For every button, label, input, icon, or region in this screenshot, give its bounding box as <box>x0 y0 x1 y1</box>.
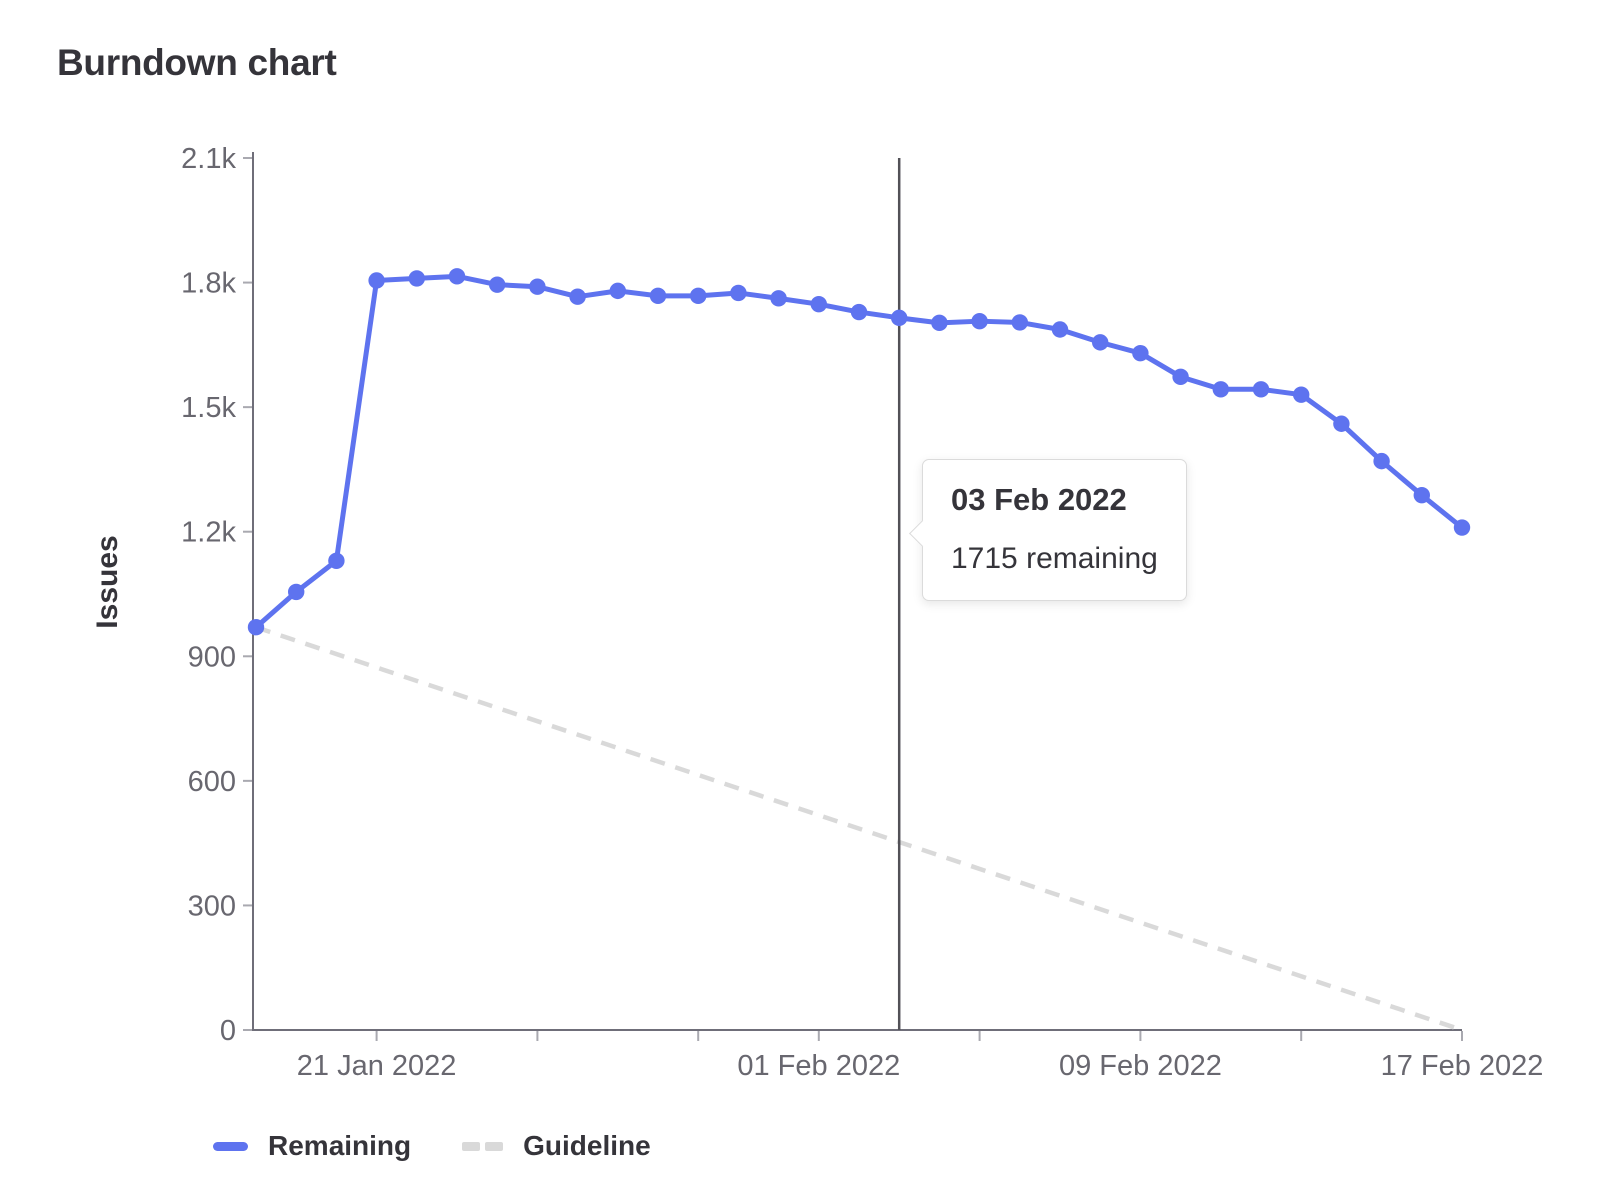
guideline-line <box>255 625 1463 1033</box>
y-axis-tick-label: 2.1k <box>181 143 236 175</box>
remaining-point[interactable] <box>1333 415 1350 432</box>
remaining-point[interactable] <box>971 312 988 330</box>
remaining-point[interactable] <box>1252 381 1270 398</box>
guideline-dash-swatch-icon <box>462 1141 504 1151</box>
remaining-point[interactable] <box>1212 381 1230 398</box>
y-axis-tick-label: 1.5k <box>181 392 236 424</box>
x-axis-tick-label: 01 Feb 2022 <box>737 1050 900 1082</box>
legend-label-guideline: Guideline <box>523 1130 651 1161</box>
remaining-point[interactable] <box>1011 314 1028 331</box>
remaining-point[interactable] <box>247 619 265 636</box>
y-axis-tick-label: 300 <box>188 890 236 922</box>
remaining-point[interactable] <box>368 272 385 289</box>
remaining-point[interactable] <box>850 303 868 321</box>
remaining-point[interactable] <box>891 309 908 327</box>
y-axis-tick-label: 0 <box>220 1015 236 1047</box>
y-axis-tick-label: 600 <box>188 766 236 798</box>
tooltip-date: 03 Feb 2022 <box>951 482 1127 517</box>
remaining-point[interactable] <box>529 278 546 295</box>
legend-item-remaining[interactable]: Remaining <box>213 1127 411 1165</box>
remaining-point[interactable] <box>1172 368 1189 386</box>
remaining-point[interactable] <box>1051 321 1069 338</box>
tooltip-value: 1715 remaining <box>951 542 1158 575</box>
chart-legend: Remaining Guideline <box>213 1127 651 1165</box>
remaining-point[interactable] <box>1293 386 1310 403</box>
x-axis-tick-label: 17 Feb 2022 <box>1381 1050 1544 1082</box>
y-axis-tick-label: 900 <box>188 641 236 673</box>
remaining-point[interactable] <box>690 287 707 305</box>
remaining-point[interactable] <box>408 270 425 287</box>
page-title: Burndown chart <box>57 42 337 83</box>
remaining-point[interactable] <box>448 268 466 285</box>
y-axis-title: Issues <box>91 535 124 629</box>
remaining-point[interactable] <box>1413 486 1431 504</box>
x-axis-tick-label: 21 Jan 2022 <box>297 1050 457 1082</box>
chart-tooltip: 03 Feb 2022 1715 remaining <box>909 459 1187 601</box>
remaining-point[interactable] <box>1092 334 1109 351</box>
remaining-point[interactable] <box>328 552 345 569</box>
remaining-point[interactable] <box>1373 452 1390 470</box>
remaining-line <box>253 273 1465 630</box>
remaining-point[interactable] <box>1132 344 1149 362</box>
remaining-point[interactable] <box>649 287 667 305</box>
x-axis-tick-label: 09 Feb 2022 <box>1059 1050 1222 1082</box>
y-axis-tick-label: 1.2k <box>181 517 236 549</box>
remaining-point[interactable] <box>730 284 747 302</box>
remaining-line-swatch-icon <box>213 1141 248 1151</box>
remaining-point[interactable] <box>770 290 787 307</box>
guideline-dash <box>462 1141 481 1151</box>
remaining-point[interactable] <box>569 288 586 305</box>
y-axis-tick-label: 1.8k <box>181 268 236 300</box>
remaining-point[interactable] <box>609 282 626 300</box>
legend-label-remaining: Remaining <box>268 1130 412 1161</box>
guideline-dash <box>485 1141 504 1151</box>
remaining-point[interactable] <box>1453 519 1471 536</box>
remaining-point[interactable] <box>810 295 827 313</box>
remaining-point[interactable] <box>489 276 506 293</box>
remaining-point[interactable] <box>288 583 305 601</box>
remaining-point[interactable] <box>931 314 948 332</box>
legend-item-guideline[interactable]: Guideline <box>462 1127 651 1165</box>
